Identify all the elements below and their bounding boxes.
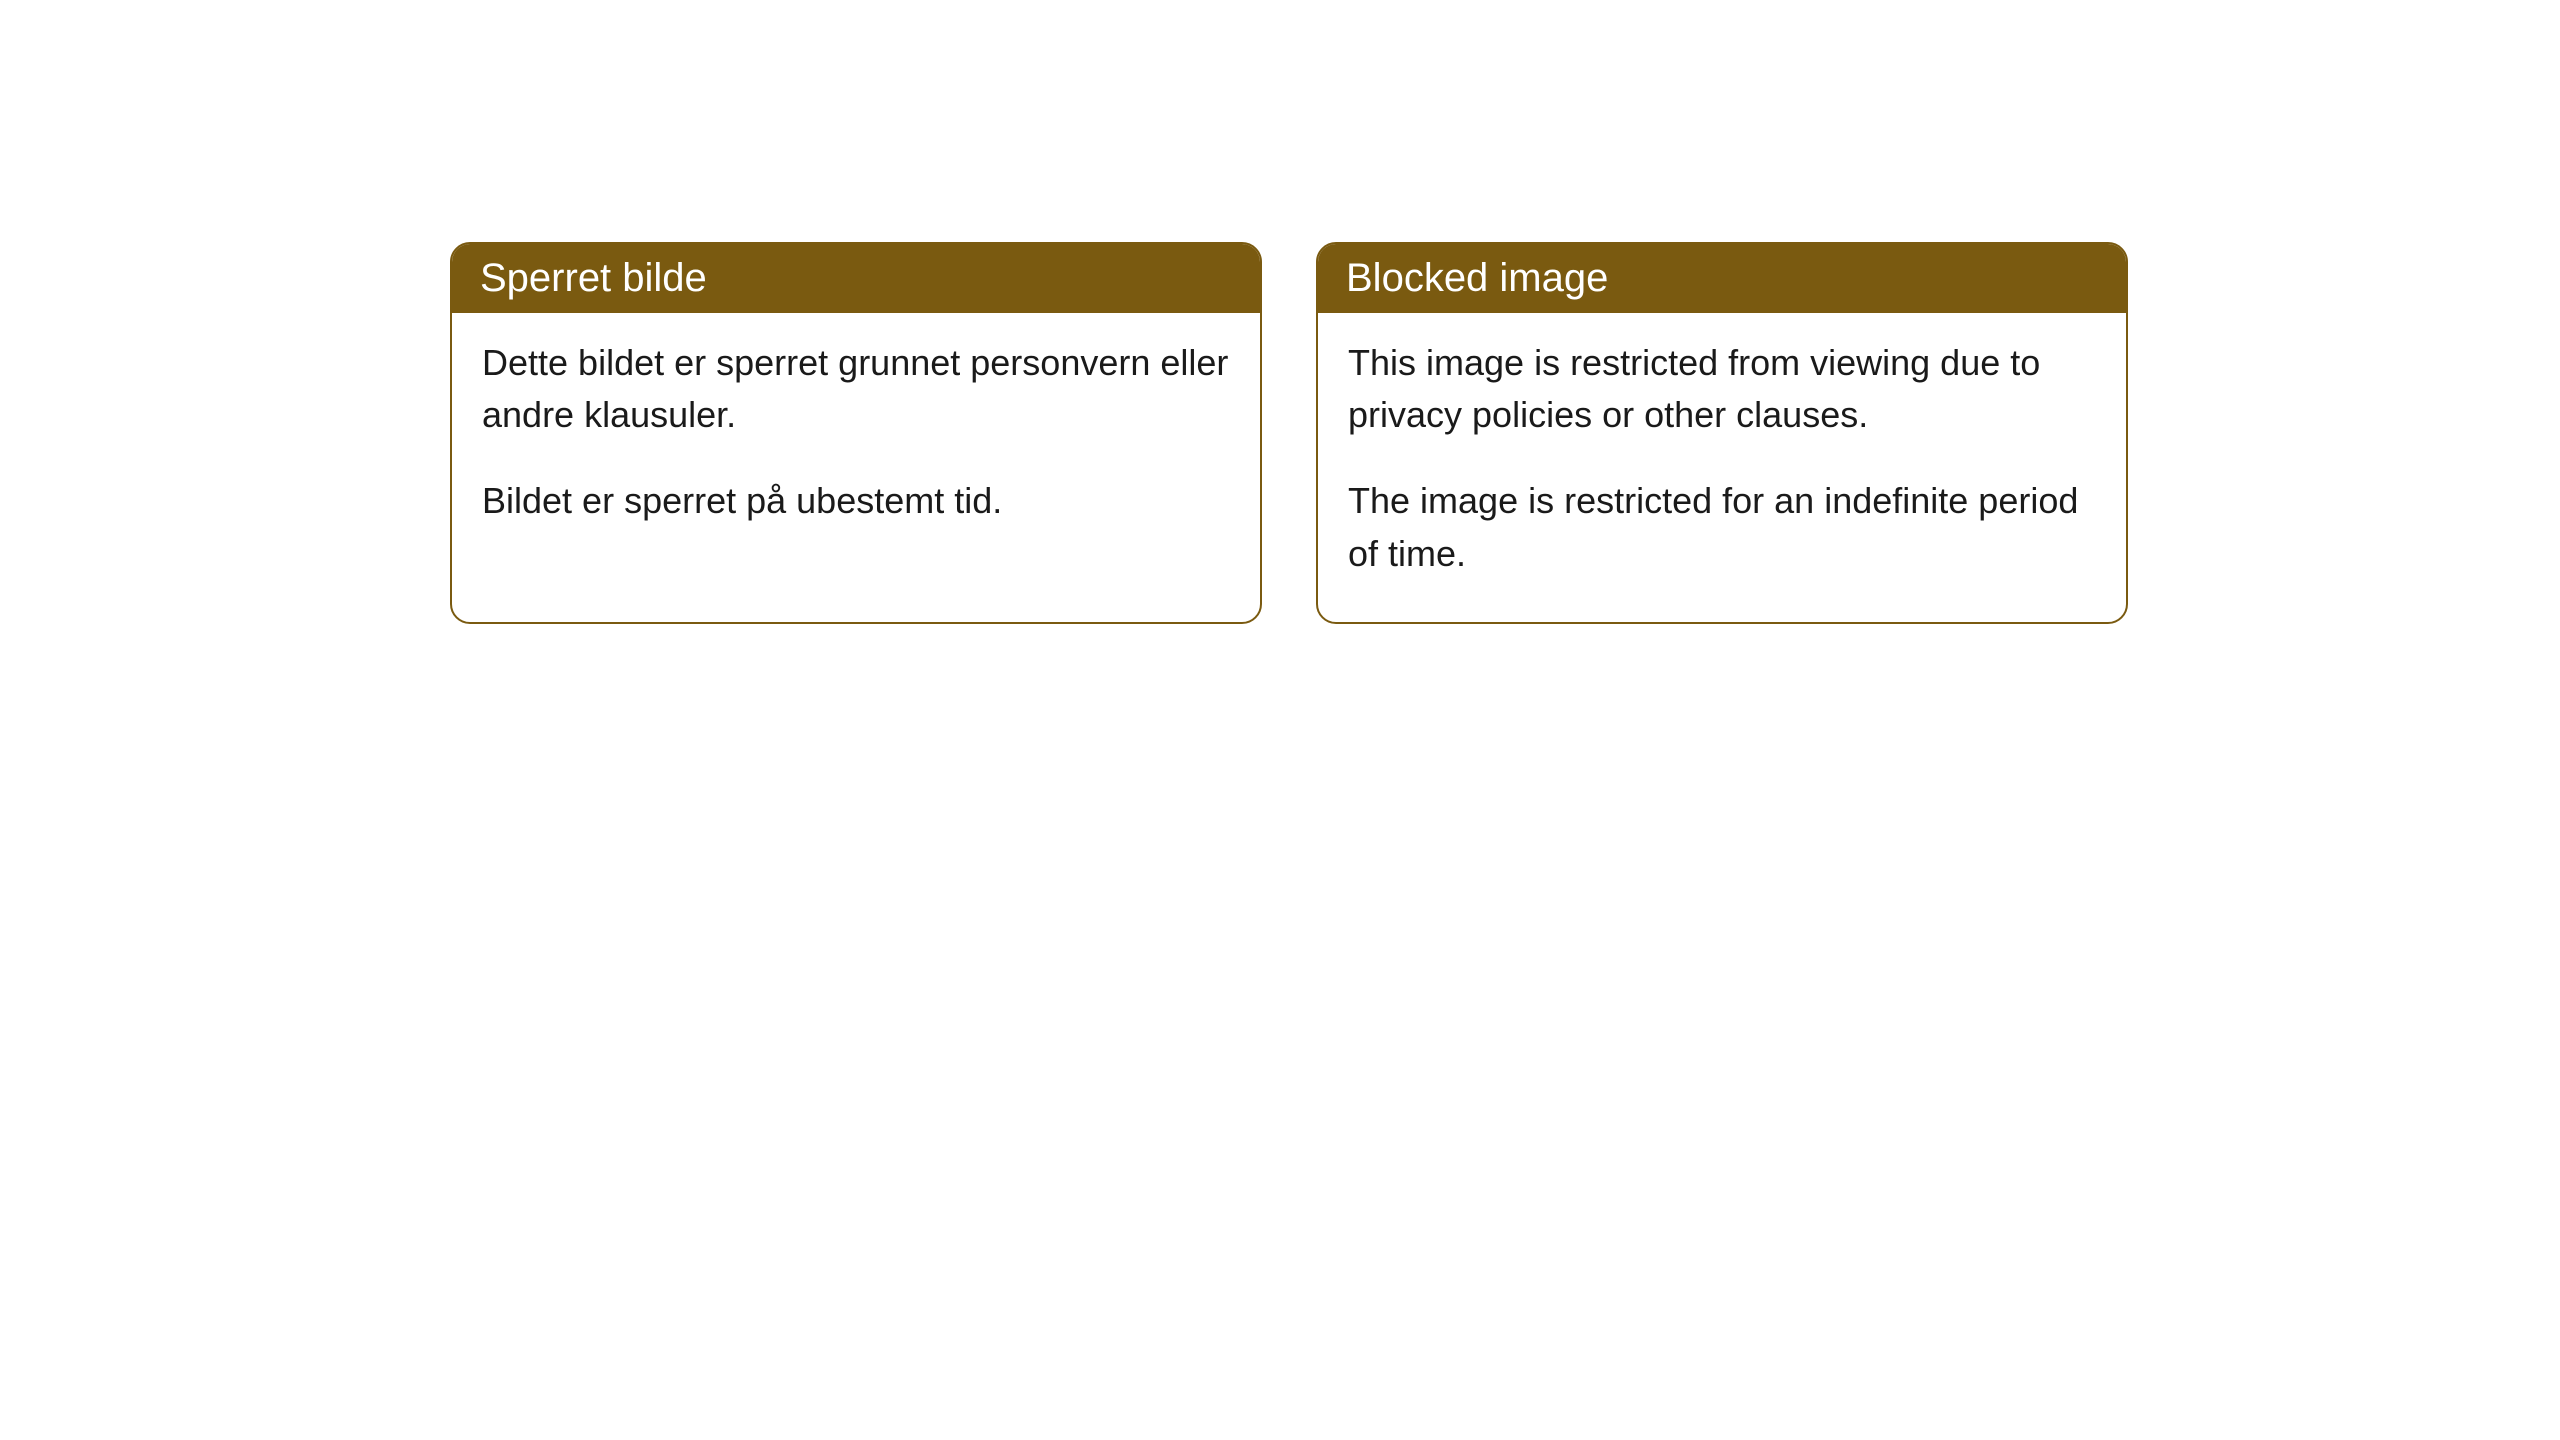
notice-card-english: Blocked image This image is restricted f…	[1316, 242, 2128, 624]
notice-cards-container: Sperret bilde Dette bildet er sperret gr…	[450, 242, 2128, 624]
card-paragraph: The image is restricted for an indefinit…	[1348, 475, 2096, 579]
card-body: This image is restricted from viewing du…	[1318, 313, 2126, 622]
notice-card-norwegian: Sperret bilde Dette bildet er sperret gr…	[450, 242, 1262, 624]
card-paragraph: Bildet er sperret på ubestemt tid.	[482, 475, 1230, 527]
card-body: Dette bildet er sperret grunnet personve…	[452, 313, 1260, 570]
card-header: Blocked image	[1318, 244, 2126, 313]
card-paragraph: Dette bildet er sperret grunnet personve…	[482, 337, 1230, 441]
card-paragraph: This image is restricted from viewing du…	[1348, 337, 2096, 441]
card-header: Sperret bilde	[452, 244, 1260, 313]
card-title: Sperret bilde	[480, 256, 707, 300]
card-title: Blocked image	[1346, 256, 1608, 300]
